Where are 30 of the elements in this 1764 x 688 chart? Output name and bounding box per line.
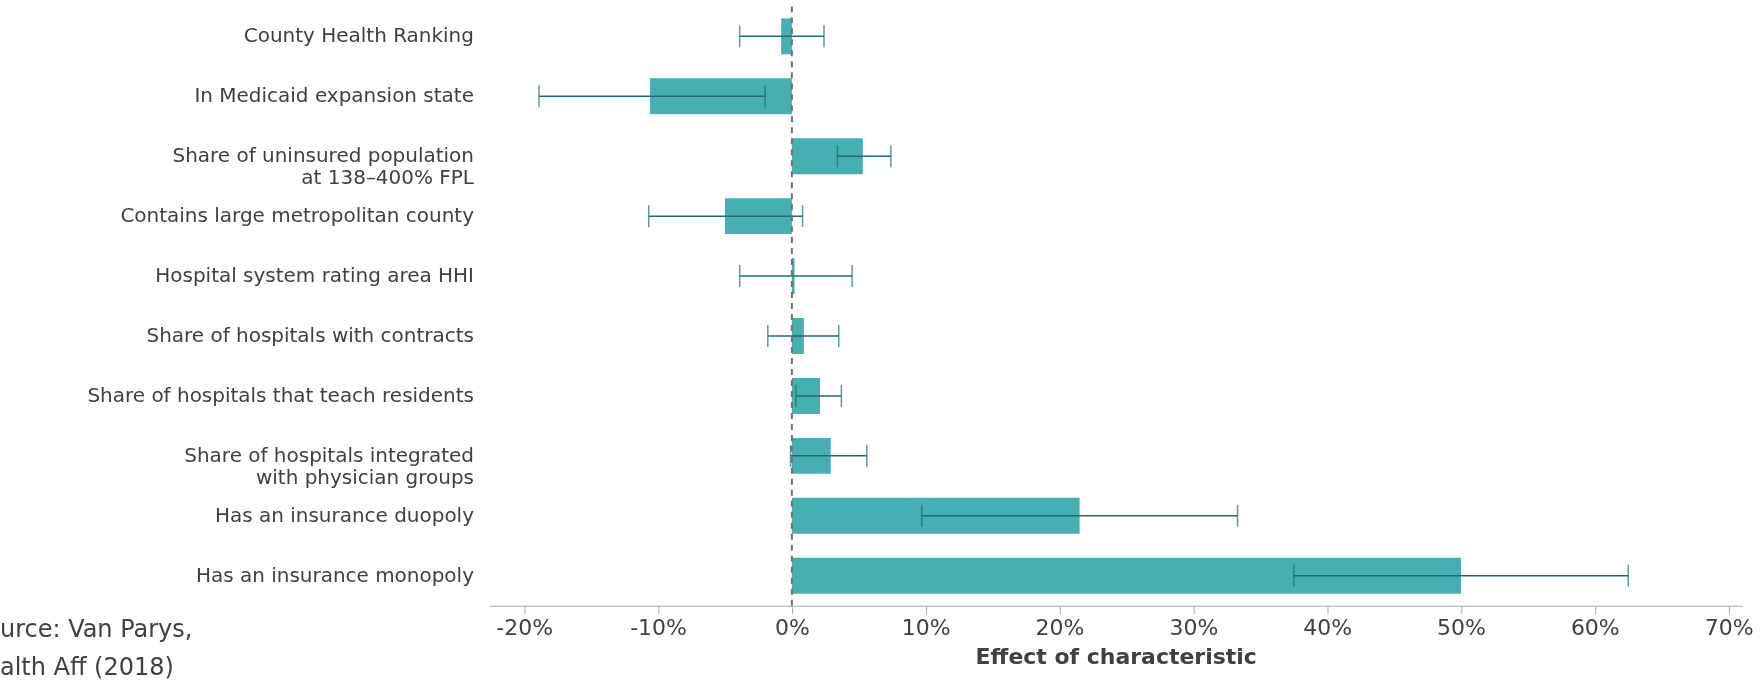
bar — [791, 318, 804, 354]
x-tick-label: -10% — [630, 615, 687, 641]
x-tick-label: 50% — [1437, 615, 1486, 641]
y-tick-label: County Health Ranking — [243, 23, 474, 48]
x-tick-label: 60% — [1570, 615, 1620, 641]
text: urce: Van Parys, alth Aff (2018) — [0, 614, 193, 681]
y-tick-label: Has an insurance duopoly — [214, 502, 475, 527]
y-tick-label: Hospital system rating area HHI — [155, 263, 474, 288]
x-tick-label: 10% — [901, 615, 951, 641]
y-tick-label: Share of hospitals integrated with physician groups — [184, 442, 474, 489]
x-tick-label: 20% — [1035, 615, 1085, 641]
x-tick-label: 40% — [1303, 615, 1353, 641]
bar — [724, 198, 792, 235]
bar — [791, 557, 1461, 594]
x-tick-label: -20% — [496, 615, 554, 641]
y-tick-label: Contains large metropolitan county — [120, 203, 475, 228]
bar — [791, 437, 831, 474]
bar — [791, 497, 1080, 534]
x-tick-label: 0% — [774, 615, 810, 641]
y-tick-label: Has an insurance monopoly — [195, 562, 475, 587]
x-tick-label: 30% — [1169, 615, 1219, 641]
bar — [791, 138, 863, 175]
x-tick-label: 70% — [1704, 615, 1754, 641]
y-tick-label: In Medicaid expansion state — [194, 83, 474, 108]
x-axis-title: Effect of characteristic — [975, 644, 1257, 670]
y-tick-label: Share of hospitals with contracts — [146, 323, 474, 347]
bar — [650, 78, 792, 115]
y-tick-label: Share of hospitals that teach residents — [87, 382, 474, 407]
bar — [781, 18, 792, 55]
y-tick-label: Share of uninsured population at 138–400% FPL — [172, 143, 475, 190]
